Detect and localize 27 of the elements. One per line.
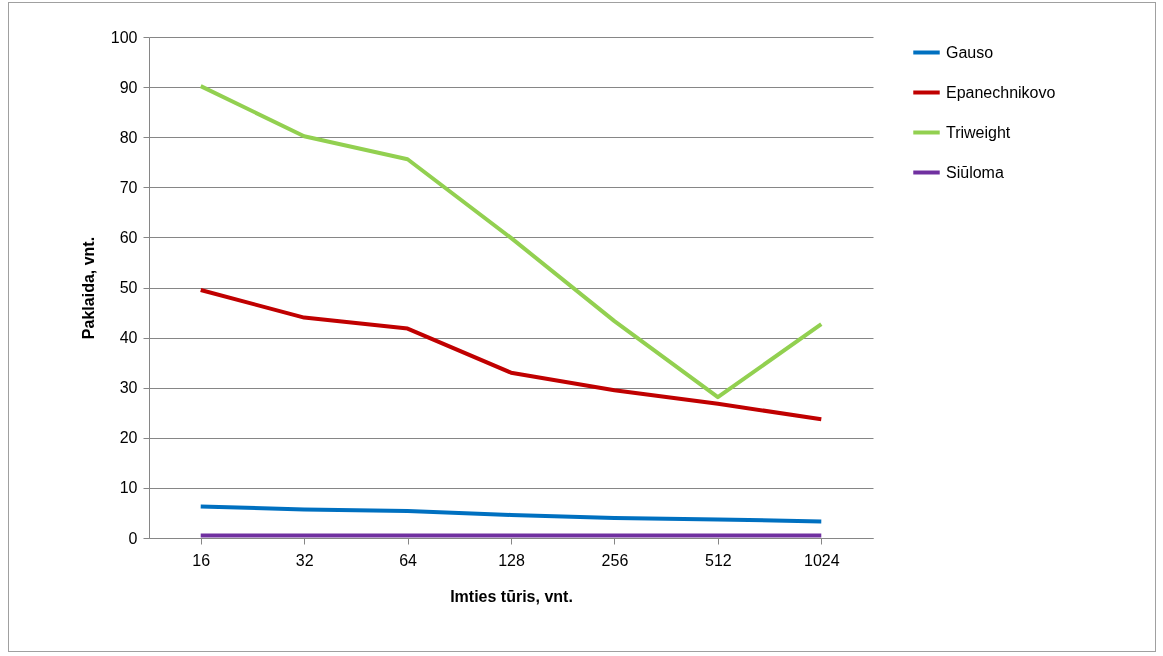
y-tick-label: 60	[119, 228, 138, 246]
y-tick-label: 90	[119, 78, 138, 96]
y-tick-label: 80	[119, 128, 138, 146]
x-axis-title: Imties tūris, vnt.	[450, 587, 573, 605]
line-series	[198, 504, 824, 524]
x-tick-label: 1024	[803, 551, 840, 569]
x-tick-label: 64	[399, 551, 418, 569]
x-tick-label: 256	[601, 551, 629, 569]
y-tick-label: 70	[119, 178, 138, 196]
legend-label: Triweight	[946, 123, 1011, 141]
y-tick-label: 0	[128, 529, 138, 547]
y-tick-label: 40	[119, 329, 138, 347]
y-tick-label: 100	[110, 28, 138, 46]
y-tick-label: 50	[119, 279, 138, 296]
legend-label: Gauso	[946, 43, 994, 61]
y-tick-label: 20	[119, 429, 138, 447]
y-axis-title: Paklaida, vnt.	[79, 236, 97, 340]
x-tick-label: 16	[192, 551, 211, 569]
legend-label: Siūloma	[946, 163, 1004, 181]
y-tick-label: 10	[119, 479, 138, 497]
line-series	[198, 84, 824, 400]
legend-label: Epanechnikovo	[946, 83, 1056, 101]
x-tick-label: 512	[705, 551, 732, 569]
x-tick-label: 32	[295, 551, 314, 569]
x-tick-label: 128	[498, 551, 525, 569]
y-tick-label: 30	[119, 379, 138, 397]
line-series	[198, 288, 824, 422]
